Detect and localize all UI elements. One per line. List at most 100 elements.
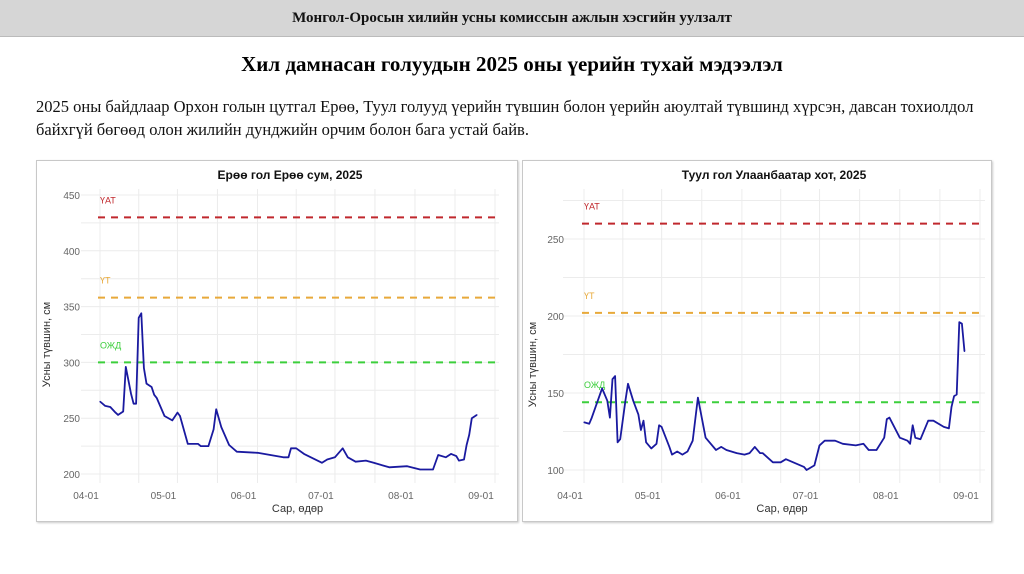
- x-tick-label: 06-01: [715, 491, 741, 502]
- chart-title: Ерөө гол Ерөө сум, 2025: [218, 168, 363, 182]
- data-point: [153, 394, 155, 396]
- y-tick-label: 300: [63, 358, 80, 369]
- data-point: [761, 452, 764, 454]
- data-point: [963, 350, 966, 353]
- x-tick-label: 08-01: [388, 491, 414, 502]
- data-point: [295, 447, 297, 449]
- data-point: [207, 445, 210, 447]
- data-point: [676, 450, 678, 453]
- data-point: [463, 458, 465, 461]
- data-point: [932, 420, 935, 422]
- data-point: [122, 410, 124, 413]
- data-point: [99, 400, 101, 403]
- y-tick-label: 200: [547, 312, 564, 323]
- data-point: [130, 393, 132, 395]
- chart-panel-eroo: Ерөө гол Ерөө сум, 2025 200 250 300 350 400 45…: [36, 160, 518, 522]
- data-point: [671, 454, 673, 456]
- threshold-label: ҮАТ: [584, 202, 600, 212]
- data-point: [591, 417, 593, 419]
- data-point: [163, 415, 166, 417]
- chart-tuul: Туул гол Улаанбаатар хот, 2025 100 150 200 2…: [527, 168, 985, 515]
- data-point: [406, 465, 408, 467]
- data-point: [236, 451, 238, 453]
- data-point: [601, 387, 603, 389]
- data-point: [342, 447, 344, 449]
- data-point: [388, 466, 390, 468]
- data-point: [888, 417, 891, 419]
- data-point: [899, 437, 901, 439]
- data-point: [606, 400, 608, 402]
- data-point: [759, 452, 761, 454]
- chart-panel-tuul: Туул гол Улаанбаатар хот, 2025 100 150 200 2…: [522, 160, 992, 522]
- data-point: [476, 414, 478, 416]
- data-point: [912, 424, 914, 426]
- header-title: Монгол-Оросын хилийн усны комиссын ажлын…: [292, 10, 732, 26]
- data-point: [303, 453, 305, 455]
- data-point: [632, 400, 634, 402]
- data-point: [117, 414, 119, 416]
- data-point: [868, 449, 870, 451]
- data-point: [754, 446, 756, 448]
- data-point: [468, 434, 470, 436]
- data-point: [956, 393, 958, 396]
- data-point: [686, 450, 689, 453]
- y-tick-label: 200: [63, 470, 80, 481]
- data-point: [624, 400, 627, 402]
- data-point: [950, 406, 953, 408]
- data-point: [705, 437, 707, 439]
- y-tick-label: 150: [547, 389, 564, 400]
- data-point: [818, 444, 821, 446]
- data-point: [772, 461, 774, 463]
- data-point: [151, 386, 153, 388]
- data-point: [145, 383, 148, 385]
- threshold-label: ҮТ: [100, 276, 111, 286]
- x-tick-label: 09-01: [468, 491, 494, 502]
- data-point: [834, 440, 836, 442]
- x-axis-label: Сар, өдөр: [756, 503, 807, 515]
- data-point: [432, 468, 434, 471]
- data-point: [334, 456, 336, 458]
- data-point: [614, 375, 616, 377]
- data-point: [455, 455, 457, 457]
- data-point: [171, 419, 173, 422]
- data-point: [437, 454, 439, 456]
- data-point: [906, 440, 909, 442]
- x-tick-label: 09-01: [953, 491, 979, 502]
- data-point: [785, 458, 787, 460]
- data-point: [645, 441, 647, 443]
- data-point: [914, 437, 916, 439]
- data-point: [109, 406, 111, 408]
- x-axis-label: Сар, өдөр: [272, 503, 323, 515]
- data-point: [326, 458, 328, 461]
- data-point: [179, 415, 181, 417]
- x-tick-label: 04-01: [557, 491, 583, 502]
- y-axis-label: Усны түвшин, см: [41, 302, 53, 387]
- data-point: [140, 312, 142, 314]
- x-tick-label: 05-01: [151, 491, 177, 502]
- data-point: [780, 461, 782, 463]
- x-tick-label: 04-01: [73, 491, 99, 502]
- data-point: [953, 395, 955, 397]
- data-point: [282, 456, 284, 458]
- data-point: [697, 397, 699, 399]
- data-point: [132, 403, 135, 405]
- threshold-label: ОЖД: [100, 340, 121, 350]
- data-point: [736, 452, 738, 454]
- data-point: [909, 443, 911, 445]
- data-point: [655, 443, 658, 445]
- data-point: [661, 426, 663, 428]
- data-point: [642, 420, 645, 422]
- data-point: [143, 367, 145, 369]
- data-point: [883, 437, 885, 439]
- data-point: [681, 454, 683, 456]
- slide-header-bar: Монгол-Оросын хилийн усны комиссын ажлын…: [0, 0, 1024, 37]
- data-point: [805, 469, 808, 471]
- threshold-label: ҮАТ: [100, 195, 116, 205]
- data-point: [609, 417, 611, 419]
- data-point: [347, 456, 349, 458]
- y-axis-label: Усны түвшин, см: [527, 322, 539, 407]
- data-point: [855, 444, 857, 446]
- data-point: [824, 440, 826, 442]
- y-tick-label: 250: [63, 414, 80, 425]
- data-point: [104, 405, 106, 407]
